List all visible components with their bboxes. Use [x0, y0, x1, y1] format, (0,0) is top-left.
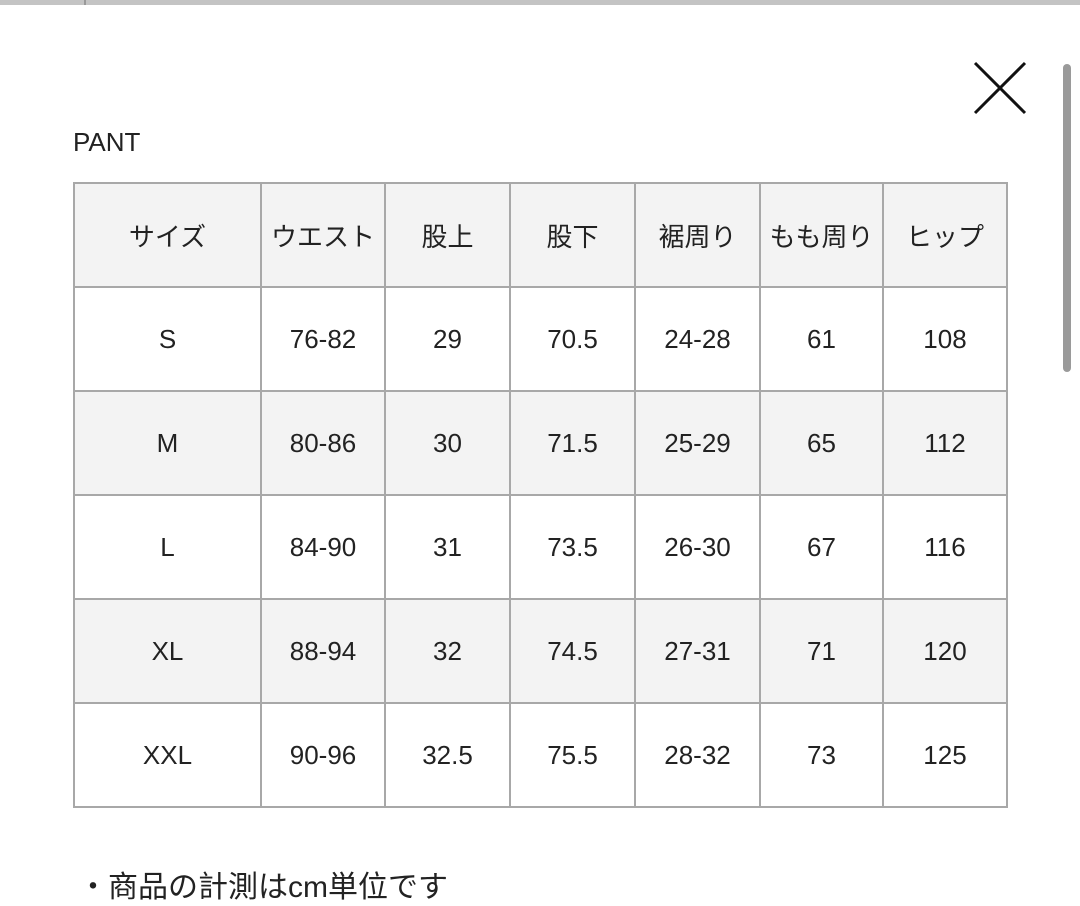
header-cell: 股下: [509, 182, 636, 288]
scrollbar[interactable]: [1063, 64, 1071, 372]
cell: 67: [759, 494, 884, 600]
cell: 88-94: [260, 598, 386, 704]
cell: XL: [73, 598, 262, 704]
header-cell: 裾周り: [634, 182, 761, 288]
cell: 27-31: [634, 598, 761, 704]
cell: 24-28: [634, 286, 761, 392]
cell: 73: [759, 702, 884, 808]
cell: 26-30: [634, 494, 761, 600]
cell: 71.5: [509, 390, 636, 496]
section-title: PANT: [73, 127, 141, 157]
data-row: L 84-90 31 73.5 26-30 67 116: [73, 494, 1008, 600]
cell: 32.5: [384, 702, 511, 808]
cell: 70.5: [509, 286, 636, 392]
cell: 90-96: [260, 702, 386, 808]
top-bar-tick: [84, 0, 86, 5]
header-cell: 股上: [384, 182, 511, 288]
cell: 32: [384, 598, 511, 704]
cell: 30: [384, 390, 511, 496]
header-row: サイズ ウエスト 股上 股下 裾周り もも周り ヒップ: [73, 182, 1008, 288]
cell: 116: [882, 494, 1008, 600]
data-row: XL 88-94 32 74.5 27-31 71 120: [73, 598, 1008, 704]
cell: 125: [882, 702, 1008, 808]
header-cell: ウエスト: [260, 182, 386, 288]
header-cell: ヒップ: [882, 182, 1008, 288]
cell: L: [73, 494, 262, 600]
cell: XXL: [73, 702, 262, 808]
cell: 75.5: [509, 702, 636, 808]
cell: 65: [759, 390, 884, 496]
cell: 108: [882, 286, 1008, 392]
data-row: S 76-82 29 70.5 24-28 61 108: [73, 286, 1008, 392]
cell: M: [73, 390, 262, 496]
cell: 25-29: [634, 390, 761, 496]
cell: 73.5: [509, 494, 636, 600]
cell: 31: [384, 494, 511, 600]
cell: 84-90: [260, 494, 386, 600]
cell: 28-32: [634, 702, 761, 808]
cell: 120: [882, 598, 1008, 704]
cell: 112: [882, 390, 1008, 496]
data-row: XXL 90-96 32.5 75.5 28-32 73 125: [73, 702, 1008, 808]
cell: S: [73, 286, 262, 392]
size-table: サイズ ウエスト 股上 股下 裾周り もも周り ヒップ S 76-82 29 70.5 24-28 61…: [73, 182, 1008, 808]
cell: 71: [759, 598, 884, 704]
cell: 61: [759, 286, 884, 392]
header-cell: サイズ: [73, 182, 262, 288]
cell: 80-86: [260, 390, 386, 496]
close-button[interactable]: [972, 60, 1028, 116]
cell: 74.5: [509, 598, 636, 704]
header-cell: もも周り: [759, 182, 884, 288]
cell: 76-82: [260, 286, 386, 392]
cell: 29: [384, 286, 511, 392]
data-row: M 80-86 30 71.5 25-29 65 112: [73, 390, 1008, 496]
top-bar: [0, 0, 1080, 5]
note: ・商品の計測はcm単位です: [78, 871, 448, 904]
